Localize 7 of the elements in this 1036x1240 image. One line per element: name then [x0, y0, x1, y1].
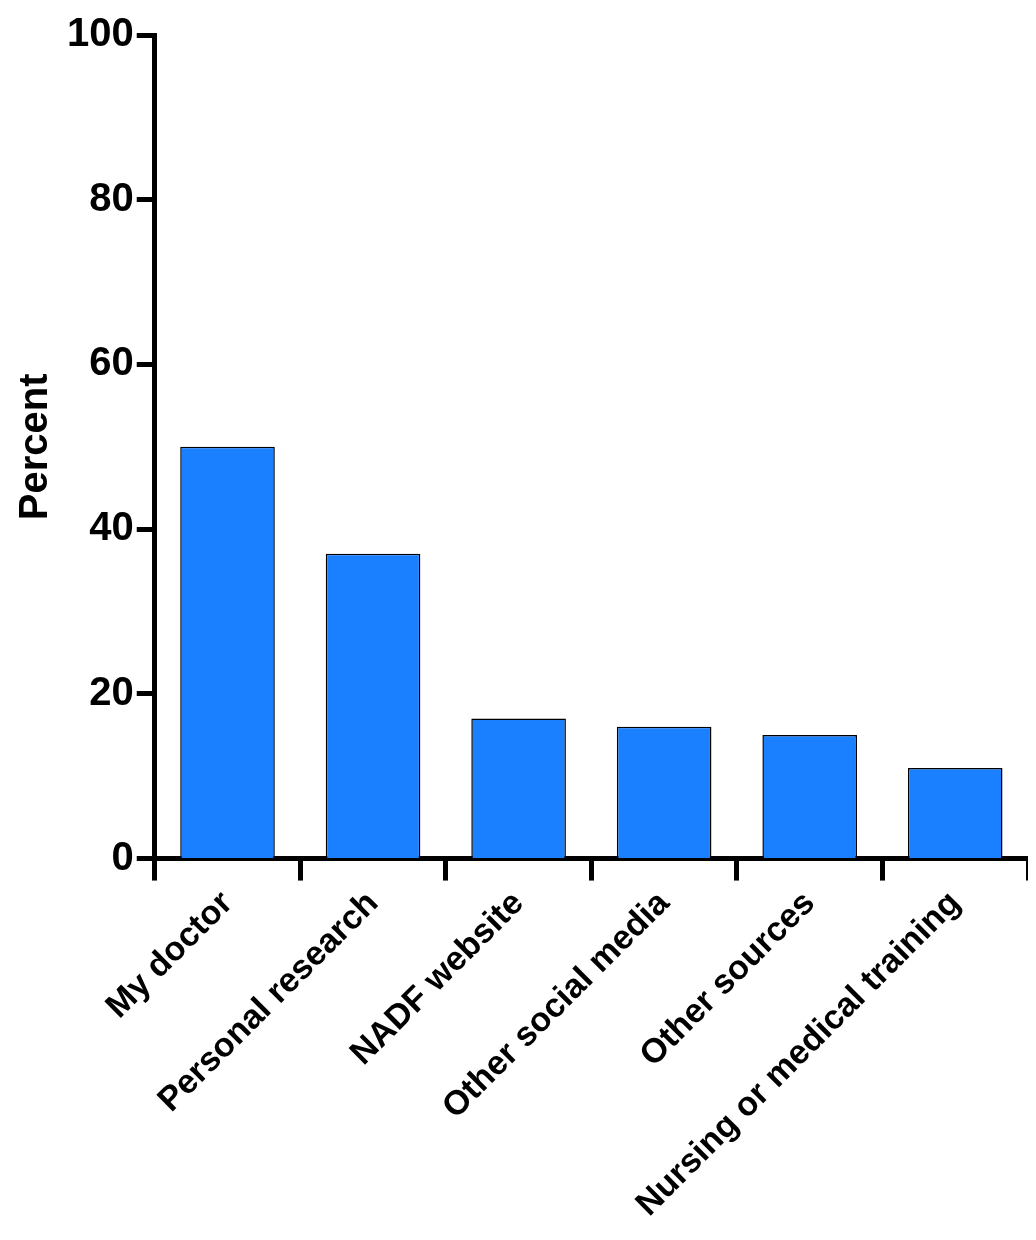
y-tick-label: 0 [111, 833, 134, 878]
y-tick-label: 40 [89, 504, 134, 549]
y-tick-label: 20 [89, 668, 134, 713]
y-tick-label: 80 [89, 174, 134, 219]
y-tick-label: 60 [89, 339, 134, 384]
y-tick-label: 100 [66, 10, 134, 55]
y-axis-title: Percent [11, 373, 56, 521]
